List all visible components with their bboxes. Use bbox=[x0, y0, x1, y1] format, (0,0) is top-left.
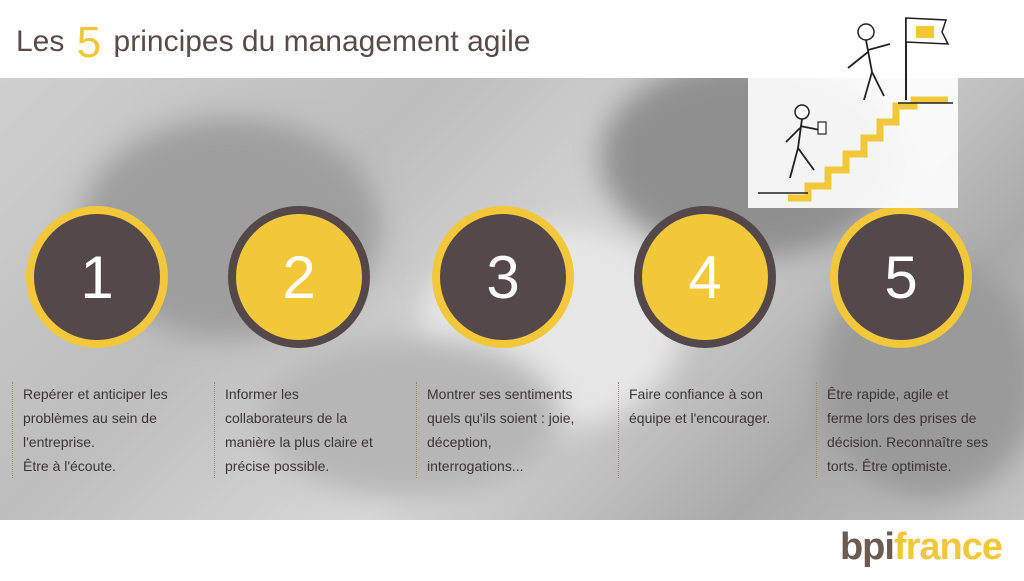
stairs bbox=[788, 96, 948, 202]
man-head bbox=[857, 23, 875, 41]
principle-4-text: Faire confiance à son équipe et l'encour… bbox=[618, 382, 794, 478]
logo-france: france bbox=[893, 526, 1003, 568]
page-title: Les 5 principes du management agile bbox=[16, 18, 530, 68]
principle-5-circle: 5 bbox=[830, 206, 972, 348]
man-figure bbox=[847, 39, 891, 101]
title-number: 5 bbox=[76, 18, 102, 67]
principle-4-circle: 4 bbox=[634, 206, 776, 348]
title-suffix: principes du management agile bbox=[105, 25, 531, 58]
title-prefix: Les bbox=[16, 25, 73, 58]
principle-3-text: Montrer ses sentiments quels qu'ils soie… bbox=[416, 382, 592, 478]
factory-icon bbox=[916, 26, 934, 38]
principle-2-text: Informer les collaborateurs de la manièr… bbox=[214, 382, 390, 478]
stairs-illustration bbox=[748, 8, 958, 208]
principle-1-circle: 1 bbox=[26, 206, 168, 348]
photo-shape bbox=[260, 338, 560, 498]
woman-figure bbox=[785, 118, 821, 179]
logo-bpi: bpi bbox=[839, 526, 895, 568]
principle-2-circle: 2 bbox=[228, 206, 370, 348]
woman-head bbox=[794, 104, 810, 120]
background-photo: 1 2 3 4 5 Repérer et anticiper les probl… bbox=[0, 78, 1024, 520]
principle-3-circle: 3 bbox=[432, 206, 574, 348]
bpifrance-logo: bpifrance bbox=[839, 526, 1003, 569]
principle-1-text: Repérer et anticiper les problèmes au se… bbox=[12, 382, 188, 478]
principle-5-text: Être rapide, agile et ferme lors des pri… bbox=[816, 382, 992, 478]
tablet-icon bbox=[817, 121, 827, 135]
